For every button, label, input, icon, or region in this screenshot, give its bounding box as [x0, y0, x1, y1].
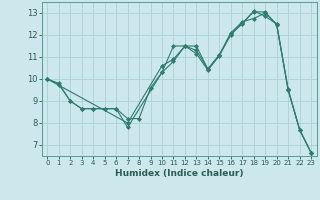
X-axis label: Humidex (Indice chaleur): Humidex (Indice chaleur) [115, 169, 244, 178]
